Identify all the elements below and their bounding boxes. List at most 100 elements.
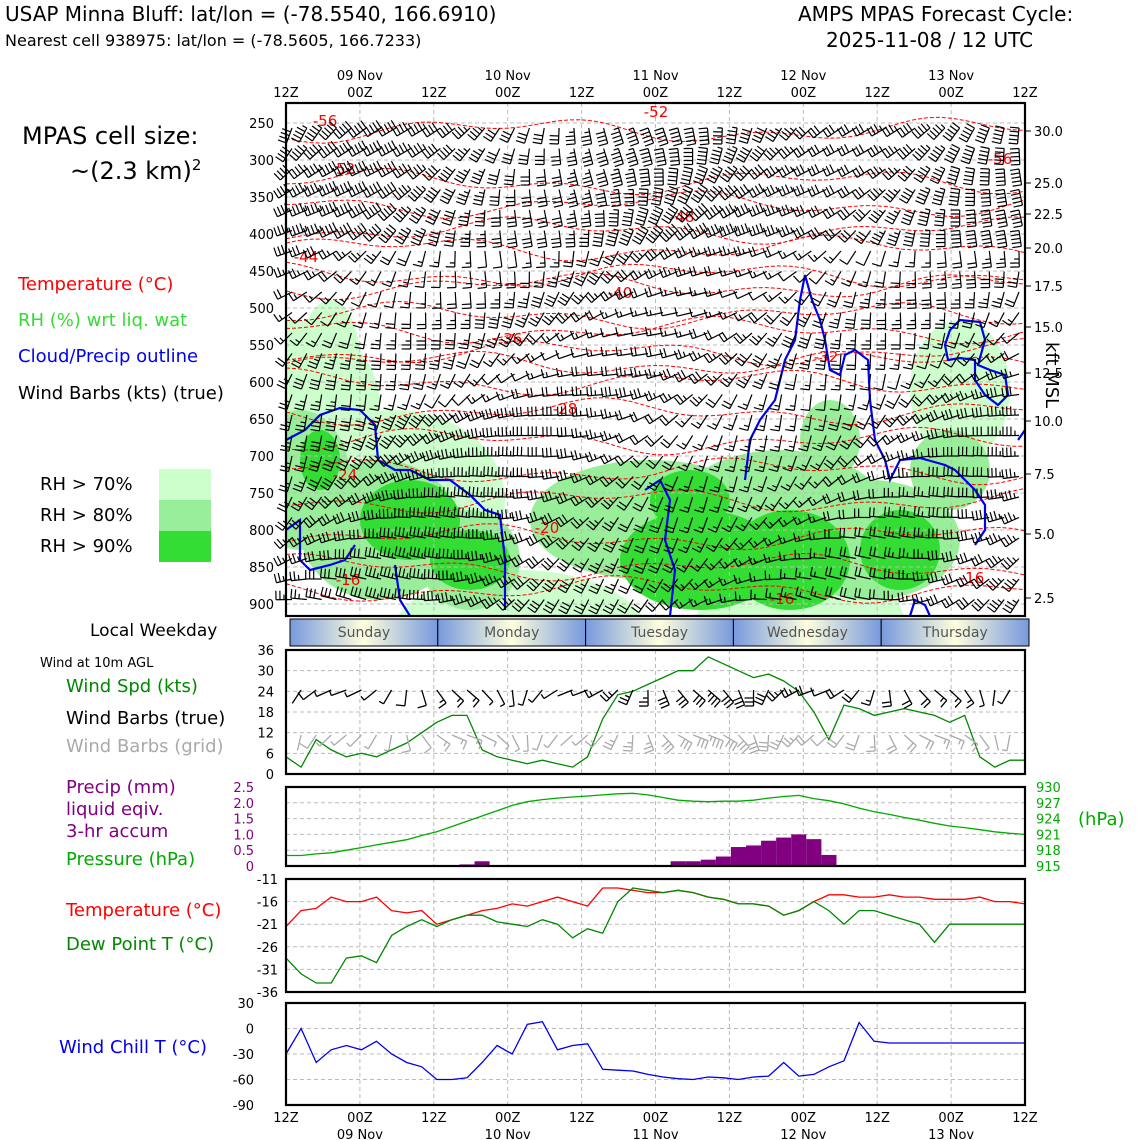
wind-barb-feather [998,225,1008,229]
wind-barb-feather [540,351,546,361]
wind-barb-feather [309,464,319,469]
wind-barb-feather [837,492,842,502]
wind-barb-feather [424,403,433,409]
wind-barb-feather [608,433,612,439]
wind-barb-feather [435,511,438,518]
wind-barb-feather [511,389,515,399]
wind-barb-feather [873,123,880,133]
wind-barb-feather [517,305,527,309]
wind-barb-feather [882,195,891,203]
wind-barb-feather [522,221,532,224]
wind-barb-feather [905,265,915,268]
wind-barb-feather [445,343,455,346]
wind-barb-feather [350,146,357,155]
wind-barb-feather [742,165,750,173]
wind-barb-feather [487,181,497,186]
wind-barb-feather [966,282,976,285]
wind-barb-feather [625,172,635,176]
wind-barb-feather [510,356,518,365]
wind-barb-feather [421,452,426,462]
wind-barb-feather [962,359,968,364]
wind-barb-feather [495,391,501,401]
top-time-tick: 00Z [791,86,817,101]
wind-barb-feather [870,470,875,480]
wind-barb-feather [431,569,434,579]
wind-barb-feather [489,200,499,203]
wind-barb-feather [489,204,499,207]
wind-barb-feather [438,506,442,516]
wind-barb-feather [413,451,419,460]
wind-barb-feather [496,358,505,366]
wind-barb-feather [996,237,1006,241]
wind-barb [457,394,471,406]
wind-barb-feather [376,552,379,558]
wind-barb-feather [718,357,726,365]
wind-barb-feather [303,184,308,190]
wind-barb-feather [882,470,886,480]
wind-barb-feather [343,162,349,172]
wind-barb-feather [732,126,738,129]
wind-barb-feather [870,436,878,445]
wind-barb-feather [898,198,908,204]
wind-barb-feather [980,124,990,129]
wind-barb-feather [566,196,576,201]
wind-barb-feather [485,552,489,562]
wind-barb-feather [982,241,992,245]
wind-barb-feather [501,324,511,329]
wind-barb-feather [308,295,314,301]
wind-barb-feather [300,441,306,444]
wind-barb-feather [368,206,375,215]
wind-barb-feather [282,575,285,582]
wind-barb [423,271,427,288]
wind-barb-feather [728,506,734,509]
wind-barb-feather [777,228,783,238]
wind-barb-feather [693,600,698,606]
wind-barb-feather [405,492,408,498]
wind-barb-feather [367,303,377,308]
wind-barb-feather [466,412,471,422]
wind-barb [410,455,426,464]
wind-barb [754,312,768,324]
wind-barb-feather [350,252,359,260]
wind-barb-feather [338,567,342,578]
wind-barb-feather [774,404,780,407]
wind-barb [854,596,871,601]
wind-barb [892,394,901,409]
wind-barb-feather [415,185,424,193]
wind-barb-feather [298,500,304,505]
wind-barb-feather [317,251,324,260]
wind-barb-feather [981,200,991,203]
wind-barb [820,435,827,451]
wind-barb-feather [526,490,530,501]
wind-barb [640,578,649,594]
wind-barb-feather [292,359,302,365]
wind-barb [825,555,842,560]
wind-barb-feather [335,146,342,156]
wind-barb-feather [332,149,339,158]
wind-barb-feather [933,171,942,177]
wind-barb [825,574,842,580]
wind-barb [840,574,856,580]
wind-barb-feather [595,151,605,156]
wind-barb-feather [742,248,745,254]
wind-barb-feather [545,447,548,457]
wind-barb-feather [982,221,992,224]
wind-barb-feather [887,568,890,578]
wind-barb-feather [302,144,308,149]
wind-barb-feather [325,440,335,444]
wind-barb-feather [937,286,947,289]
wind-barb-feather [629,163,639,168]
wind-barb-feather [605,585,614,591]
wind-barb-feather [668,226,676,234]
wind-barb-feather [917,486,920,496]
wind-barb-feather [979,509,983,519]
wind-barb-feather [692,328,697,338]
wind-barb-feather [551,176,561,180]
wind-barb-feather [357,203,364,213]
wind-barb [869,597,886,601]
wind-barb [294,312,308,324]
wind-barb-feather [718,205,723,211]
wind-barb-feather [1007,318,1013,323]
wind-barb-feather [431,143,438,152]
wind-barb-feather [400,489,404,499]
